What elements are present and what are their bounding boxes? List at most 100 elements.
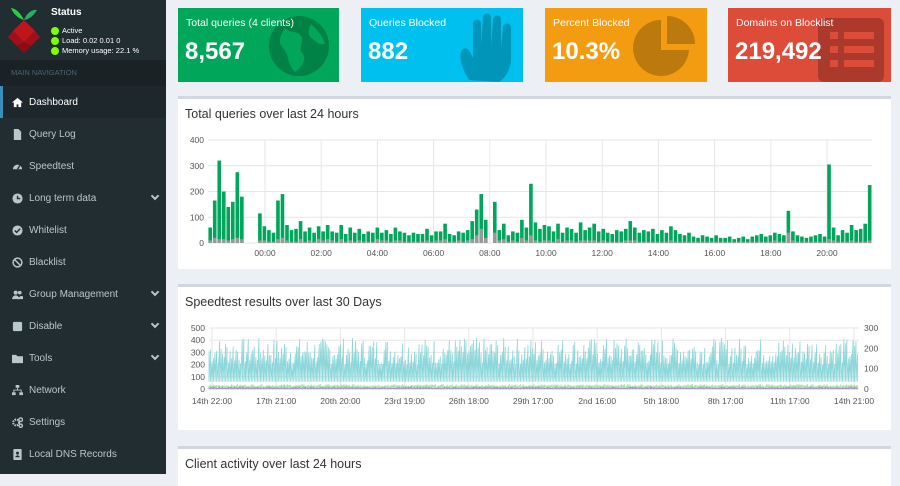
nav-item-local-dns-records[interactable]: Local DNS Records xyxy=(0,438,166,470)
nav-label: Speedtest xyxy=(29,160,75,172)
bar-permitted xyxy=(578,222,583,243)
bar-permitted xyxy=(258,213,262,243)
x-tick-label: 06:00 xyxy=(423,248,445,258)
bar-permitted xyxy=(700,235,705,243)
bar-permitted xyxy=(339,224,344,243)
bar-blocked xyxy=(226,240,231,243)
bar-blocked xyxy=(348,240,353,243)
bar-permitted xyxy=(565,227,569,243)
bar-blocked xyxy=(863,241,867,243)
x-tick-label: 14th 21:00 xyxy=(834,396,874,406)
y-tick-label: 200 xyxy=(190,187,204,197)
bar-permitted xyxy=(402,232,407,243)
x-tick-label: 20th 20:00 xyxy=(320,396,360,406)
y-tick-label-left: 100 xyxy=(191,372,205,382)
nav-item-group-management[interactable]: Group Management xyxy=(0,278,166,310)
bar-permitted xyxy=(619,231,624,243)
y-tick-label-right: 300 xyxy=(864,323,878,333)
bar-blocked xyxy=(556,239,560,243)
stat-box-queries-blocked: Queries Blocked 882 xyxy=(361,8,523,82)
bar-blocked xyxy=(610,241,615,243)
bar-blocked xyxy=(262,240,267,243)
x-tick-label: 2nd 16:00 xyxy=(578,396,616,406)
x-tick-label: 5th 18:00 xyxy=(644,396,680,406)
bar-blocked xyxy=(316,239,321,243)
bar-blocked xyxy=(678,241,682,243)
bar-blocked xyxy=(867,240,872,243)
bar-blocked xyxy=(235,237,240,243)
bar-permitted xyxy=(623,228,628,243)
bar-permitted xyxy=(334,232,339,243)
nav-item-query-log[interactable]: Query Log xyxy=(0,118,166,150)
bar-blocked xyxy=(258,240,262,243)
nav-item-blacklist[interactable]: Blacklist xyxy=(0,246,166,278)
bar-permitted xyxy=(741,236,746,243)
bar-permitted xyxy=(321,231,325,243)
folder-icon xyxy=(12,354,23,363)
bar-blocked xyxy=(524,240,529,243)
bar-blocked xyxy=(614,241,619,243)
bar-blocked xyxy=(461,241,465,243)
bar-blocked xyxy=(443,239,447,243)
bar-permitted xyxy=(312,232,316,243)
nav-item-network[interactable]: Network xyxy=(0,374,166,406)
nav-item-whitelist[interactable]: Whitelist xyxy=(0,214,166,246)
bar-blocked xyxy=(389,241,393,243)
bar-blocked xyxy=(361,241,366,243)
nav-item-settings[interactable]: Settings xyxy=(0,406,166,438)
bar-permitted xyxy=(230,201,235,243)
bar-blocked xyxy=(660,241,664,243)
stat-value: 8,567 xyxy=(185,38,246,65)
bar-permitted xyxy=(271,232,276,243)
bar-permitted xyxy=(867,185,872,243)
status-load: Load: 0.02 0.01 0 xyxy=(51,36,120,45)
bar-blocked xyxy=(592,240,596,243)
nav-item-disable[interactable]: Disable xyxy=(0,310,166,342)
bar-permitted xyxy=(583,230,587,243)
bar-permitted xyxy=(574,232,578,243)
y-tick-label-right: 200 xyxy=(864,343,878,353)
bar-permitted xyxy=(325,224,330,243)
bar-blocked xyxy=(334,241,339,243)
bar-permitted xyxy=(673,230,678,243)
bar-blocked xyxy=(673,241,678,243)
bar-permitted xyxy=(343,233,348,243)
bar-permitted xyxy=(492,201,497,243)
bar-blocked xyxy=(515,241,520,243)
bar-permitted xyxy=(389,233,393,243)
x-tick-label: 8th 17:00 xyxy=(708,396,744,406)
bar-blocked xyxy=(768,241,773,243)
bar-blocked xyxy=(312,241,316,243)
bar-permitted xyxy=(416,233,420,243)
bar-blocked xyxy=(791,240,795,243)
y-tick-label-left: 400 xyxy=(191,335,205,345)
nav-item-dashboard[interactable]: Dashboard xyxy=(0,86,166,118)
bar-blocked xyxy=(217,239,222,243)
bar-blocked xyxy=(230,239,235,243)
speedtest-panel: Speedtest results over last 30 Days 500 4… xyxy=(178,284,891,430)
bar-permitted xyxy=(443,223,447,243)
bar-permitted xyxy=(560,232,565,243)
nav-item-long-term-data[interactable]: Long term data xyxy=(0,182,166,214)
bar-blocked xyxy=(741,241,746,243)
bar-permitted xyxy=(750,236,755,243)
bar-permitted xyxy=(479,194,484,243)
nav-item-speedtest[interactable]: Speedtest xyxy=(0,150,166,182)
bar-permitted xyxy=(425,228,429,243)
bar-blocked xyxy=(687,241,691,243)
bar-blocked xyxy=(623,240,628,243)
bar-permitted xyxy=(520,219,524,243)
status-dot-icon xyxy=(51,36,59,45)
bar-permitted xyxy=(651,228,655,243)
bar-permitted xyxy=(380,232,384,243)
bar-blocked xyxy=(479,228,484,243)
bar-blocked xyxy=(456,240,461,243)
bar-permitted xyxy=(768,235,773,243)
file-icon xyxy=(13,128,22,140)
nav-item-tools[interactable]: Tools xyxy=(0,342,166,374)
bar-blocked xyxy=(502,239,506,243)
x-tick-label: 04:00 xyxy=(367,248,389,258)
bar-permitted xyxy=(637,232,642,243)
bar-permitted xyxy=(813,235,818,243)
nav-label: Local DNS Records xyxy=(29,448,117,460)
